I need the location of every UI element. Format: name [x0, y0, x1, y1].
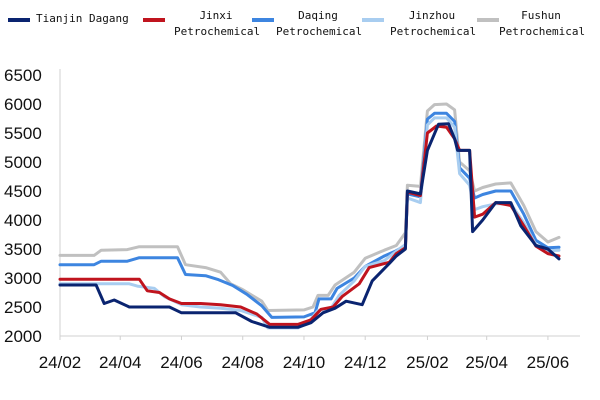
- series-line-fushun-petrochemical: [58, 102, 561, 312]
- plot-area: [58, 102, 561, 330]
- legend-item-daqing-petrochemical: Daqing Petrochemical: [252, 9, 362, 38]
- y-tick-label: 3000: [4, 269, 42, 288]
- x-tick-label: 24/02: [39, 353, 82, 372]
- legend-label: Petrochemical: [499, 25, 585, 38]
- legend-item-tianjin-dagang: Tianjin Dagang: [8, 12, 129, 25]
- x-axis: 24/02 24/04 24/06 24/08 24/10 24/12 25/02 25/04…: [39, 335, 580, 372]
- series-line-tianjin-dagang: [58, 122, 561, 329]
- y-tick-label: 4500: [4, 182, 42, 201]
- y-axis: 2000 2500 3000 3500 4000 4500 5000 5500 6000 6500: [4, 66, 61, 346]
- x-tick-label: 24/04: [99, 353, 142, 372]
- legend-label: Petrochemical: [390, 25, 476, 38]
- y-tick-label: 2000: [4, 327, 42, 346]
- x-tick-label: 24/12: [344, 353, 387, 372]
- legend-item-fushun-petrochemical: Fushun Petrochemical: [477, 9, 585, 38]
- y-tick-label: 6000: [4, 95, 42, 114]
- y-tick-label: 2500: [4, 298, 42, 317]
- legend-label: Tianjin Dagang: [36, 12, 129, 25]
- y-tick-label: 6500: [4, 66, 42, 85]
- x-tick-label: 25/06: [527, 353, 570, 372]
- x-tick-label: 25/04: [465, 353, 508, 372]
- legend-label: Petrochemical: [276, 25, 362, 38]
- y-tick-label: 3500: [4, 240, 42, 259]
- series-line-jinxi-petrochemical: [58, 124, 561, 326]
- x-tick-label: 24/08: [221, 353, 264, 372]
- legend-label: Daqing: [298, 9, 338, 22]
- series-line-jinzhou-petrochemical: [58, 116, 561, 330]
- chart-legend: Tianjin Dagang Jinxi Petrochemical Daqing Pe…: [8, 9, 585, 38]
- x-tick-label: 24/06: [160, 353, 203, 372]
- legend-item-jinzhou-petrochemical: Jinzhou Petrochemical: [362, 9, 476, 38]
- y-tick-label: 4000: [4, 211, 42, 230]
- x-tick-label: 25/02: [406, 353, 449, 372]
- legend-label: Jinzhou: [409, 9, 455, 22]
- legend-label: Jinxi: [199, 9, 232, 22]
- x-tick-label: 24/10: [283, 353, 326, 372]
- legend-label: Fushun: [521, 9, 561, 22]
- y-tick-label: 5500: [4, 124, 42, 143]
- y-tick-label: 5000: [4, 153, 42, 172]
- legend-label: Petrochemical: [174, 25, 260, 38]
- legend-item-jinxi-petrochemical: Jinxi Petrochemical: [143, 9, 260, 38]
